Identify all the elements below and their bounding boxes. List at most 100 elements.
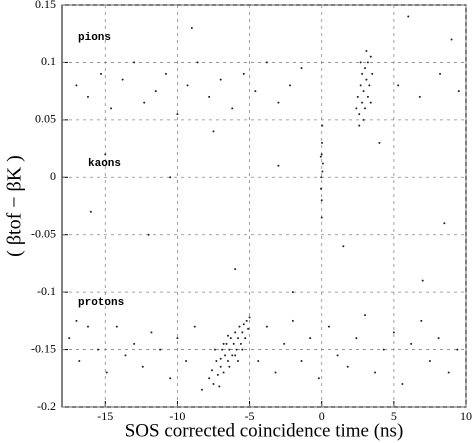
- data-point: [382, 348, 385, 351]
- data-point: [321, 170, 324, 173]
- data-point: [368, 84, 371, 87]
- plot-frame: [61, 4, 467, 408]
- data-point: [265, 61, 268, 64]
- data-point: [247, 327, 250, 330]
- data-point: [143, 101, 146, 104]
- data-point: [283, 342, 286, 345]
- y-tick-label: -0.15: [31, 341, 56, 355]
- data-point: [257, 360, 260, 363]
- x-tick-label: 10: [460, 409, 472, 423]
- data-point: [364, 67, 366, 70]
- data-point: [392, 331, 395, 334]
- data-point: [245, 319, 248, 322]
- data-point: [457, 90, 460, 93]
- data-point: [300, 360, 303, 363]
- data-point: [164, 72, 167, 75]
- data-point: [216, 373, 219, 376]
- y-tick-label: 0: [50, 169, 56, 183]
- x-axis-label: SOS corrected coincidence time (ns): [125, 420, 404, 441]
- data-point: [110, 107, 113, 110]
- data-point: [219, 78, 222, 81]
- data-point: [219, 357, 222, 360]
- data-point: [242, 72, 245, 75]
- data-point: [456, 348, 459, 351]
- data-point: [176, 337, 179, 340]
- data-point: [291, 291, 294, 294]
- data-point: [212, 130, 215, 133]
- data-point: [234, 331, 237, 334]
- data-point: [321, 141, 324, 144]
- data-point: [361, 101, 364, 104]
- data-point: [226, 360, 229, 363]
- data-point: [241, 348, 244, 351]
- data-point: [366, 61, 369, 64]
- data-point: [371, 72, 374, 75]
- data-point: [300, 67, 303, 70]
- data-point: [346, 365, 349, 368]
- data-point: [121, 78, 124, 81]
- data-point: [291, 319, 294, 322]
- data-point: [186, 84, 189, 87]
- data-point: [321, 124, 324, 127]
- data-point: [365, 78, 368, 81]
- data-point: [97, 348, 100, 351]
- data-point: [169, 377, 172, 380]
- y-tick-label: 0.15: [35, 0, 56, 11]
- data-point: [193, 325, 196, 328]
- data-point: [124, 354, 127, 357]
- data-point: [229, 337, 232, 340]
- data-point: [222, 371, 225, 374]
- data-point: [428, 360, 431, 363]
- data-point: [150, 331, 153, 334]
- data-point: [221, 348, 224, 351]
- data-point: [320, 153, 323, 156]
- data-point: [374, 371, 377, 374]
- data-point: [355, 337, 358, 340]
- data-point: [359, 61, 362, 64]
- data-point: [242, 323, 245, 326]
- data-point: [450, 38, 453, 41]
- data-point: [358, 124, 361, 127]
- data-point: [86, 95, 89, 98]
- data-point: [244, 337, 247, 340]
- data-point: [320, 199, 323, 202]
- data-point: [200, 388, 203, 391]
- data-point: [133, 342, 136, 345]
- data-point: [241, 331, 244, 334]
- data-point: [237, 337, 240, 340]
- data-point: [78, 360, 81, 363]
- data-point: [319, 155, 322, 158]
- data-point: [228, 365, 231, 368]
- data-point: [265, 325, 268, 328]
- data-point: [359, 84, 362, 87]
- data-point: [219, 365, 222, 368]
- data-point: [254, 90, 257, 93]
- data-point: [234, 268, 237, 271]
- data-point: [235, 348, 238, 351]
- data-point: [407, 15, 410, 18]
- data-point: [133, 61, 136, 64]
- data-point: [274, 371, 277, 374]
- data-point: [327, 325, 330, 328]
- y-tick-label: 0.1: [41, 54, 56, 68]
- data-point: [336, 354, 339, 357]
- data-point: [248, 316, 251, 319]
- data-point: [277, 101, 280, 104]
- y-tick-label: -0.1: [37, 284, 56, 298]
- data-point: [190, 26, 193, 29]
- data-point: [86, 325, 89, 328]
- data-point: [89, 210, 92, 213]
- data-point: [159, 348, 162, 351]
- data-point: [288, 84, 291, 87]
- data-point: [364, 314, 366, 317]
- data-point: [319, 187, 322, 190]
- data-point: [410, 342, 413, 345]
- data-point: [225, 342, 228, 345]
- data-point: [369, 55, 372, 58]
- data-point: [115, 325, 118, 328]
- data-point: [222, 342, 225, 345]
- x-tick-label: -15: [97, 409, 113, 423]
- data-point: [234, 354, 237, 357]
- data-point: [169, 176, 172, 179]
